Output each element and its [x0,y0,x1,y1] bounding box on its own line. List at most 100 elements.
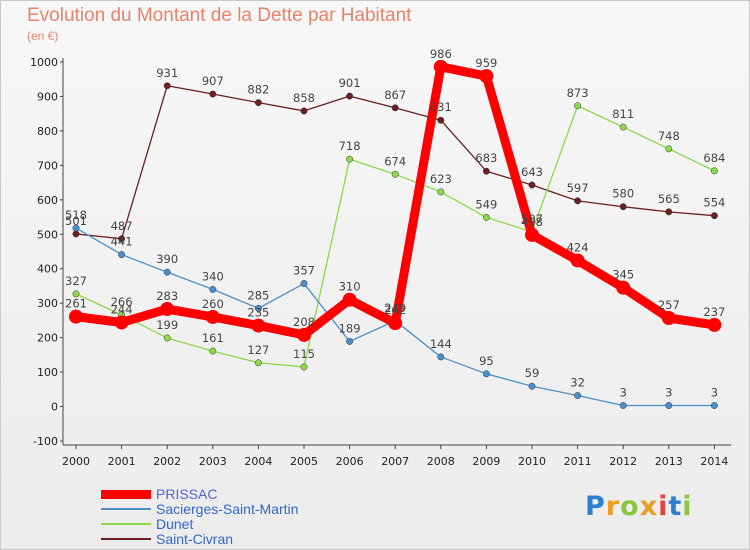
data-label-sacierges-saint-martin: 3 [665,386,672,400]
data-point-saint-civran [437,116,445,124]
x-tick-label: 2008 [427,455,455,468]
data-label-dunet: 161 [202,331,224,345]
legend-item-prissac: PRISSAC [101,486,217,502]
data-label-prissac: 235 [247,306,269,320]
data-point-saint-civran [665,208,673,216]
y-tick-labels: -100 0 100 200 300 400 500 600 700 800 900 1000 [30,56,58,448]
x-tick-label: 2012 [609,455,637,468]
data-label-prissac: 345 [612,268,634,282]
y-tick-label: 600 [37,194,58,207]
data-point-saint-civran [391,104,399,112]
y-tick-label: 0 [51,401,58,414]
data-point-dunet [300,363,308,371]
data-label-prissac: 242 [384,303,406,317]
data-point-prissac [661,310,676,325]
data-label-prissac: 261 [65,297,87,311]
data-label-sacierges-saint-martin: 95 [479,354,494,368]
data-point-dunet [254,359,262,367]
data-point-saint-civran [710,212,718,220]
data-point-prissac [297,327,311,342]
data-label-dunet: 873 [567,86,589,100]
data-point-dunet [574,102,582,110]
proxiti-logo: Proxiti [585,491,693,522]
data-label-dunet: 748 [658,129,680,143]
x-tick-label: 2006 [336,455,364,468]
data-label-sacierges-saint-martin: 189 [339,321,361,335]
data-label-saint-civran: 882 [247,83,269,97]
data-point-sacierges-saint-martin [665,402,673,409]
data-point-saint-civran [574,197,582,205]
data-point-dunet [665,145,673,153]
data-label-dunet: 674 [384,154,406,168]
x-tick-labels: 2000 2001 2002 2003 2004 2005 2006 2007 2008 2009… [62,455,728,468]
chart-subtitle: (en €) [27,29,59,43]
data-label-saint-civran: 554 [703,196,725,210]
x-tick-label: 2000 [62,455,90,468]
data-point-sacierges-saint-martin [300,280,308,287]
data-label-dunet: 718 [339,139,361,153]
data-point-prissac [433,59,448,74]
data-label-saint-civran: 931 [156,66,178,80]
data-point-dunet [346,155,354,163]
x-tick-label: 2014 [700,455,728,468]
y-tick-label: 200 [37,332,58,345]
data-label-prissac: 310 [339,280,361,294]
data-label-sacierges-saint-martin: 32 [570,376,585,390]
x-tick-label: 2001 [108,455,136,468]
data-point-saint-civran [528,181,536,189]
data-point-sacierges-saint-martin [209,285,217,293]
data-point-saint-civran [300,107,308,115]
x-tick-label: 2009 [472,455,500,468]
data-point-prissac [388,316,403,331]
data-label-saint-civran: 487 [111,219,133,233]
y-tick-label: 1000 [30,56,58,69]
legend-item-saint-civran: Saint-Civran [101,531,233,547]
x-tick-label: 2003 [199,455,227,468]
data-label-dunet: 623 [430,172,452,186]
data-label-sacierges-saint-martin: 357 [293,264,315,278]
x-tick-label: 2005 [290,455,318,468]
y-tick-label: 700 [37,159,58,172]
legend-item-sacierges-saint-martin: Sacierges-Saint-Martin [101,501,298,517]
data-point-saint-civran [619,203,627,211]
data-label-saint-civran: 858 [293,91,315,105]
y-tick-label: 500 [37,228,58,241]
data-point-sacierges-saint-martin [574,392,582,399]
y-tick-label: -100 [33,435,58,448]
data-labels: 501 487 931 907 882 858 901 867 831 683 643 597 580 5… [65,47,725,400]
data-point-prissac [342,292,357,307]
data-point-prissac [160,302,175,317]
data-point-prissac [707,317,722,332]
data-label-prissac: 283 [156,289,178,303]
data-label-sacierges-saint-martin: 340 [202,269,224,283]
data-label-saint-civran: 501 [65,214,87,228]
data-label-sacierges-saint-martin: 59 [525,366,540,380]
x-tick-label: 2011 [564,455,592,468]
data-label-prissac: 257 [658,298,680,312]
y-tick-label: 300 [37,297,58,310]
legend-label: Dunet [156,516,194,532]
data-point-prissac [205,309,220,324]
legend-label: PRISSAC [156,486,218,502]
legend-swatch [101,508,151,510]
data-point-dunet [72,290,80,298]
data-label-dunet: 199 [156,318,178,332]
data-label-dunet: 507 [521,212,543,226]
data-label-sacierges-saint-martin: 390 [156,252,178,266]
logo-letter: o [620,491,640,522]
data-point-prissac [616,280,631,295]
data-label-dunet: 811 [612,107,634,121]
data-point-dunet [209,347,217,355]
data-point-prissac [251,318,266,333]
data-label-sacierges-saint-martin: 144 [430,337,452,351]
data-point-dunet [163,334,171,342]
data-point-saint-civran [72,230,80,238]
data-label-prissac: 424 [567,240,589,254]
y-tick-label: 100 [37,366,58,379]
legend-label: Saint-Civran [156,531,234,547]
data-label-prissac: 237 [703,305,725,319]
x-tick-label: 2004 [244,455,272,468]
data-label-dunet: 684 [703,151,725,165]
data-point-sacierges-saint-martin [118,251,126,259]
